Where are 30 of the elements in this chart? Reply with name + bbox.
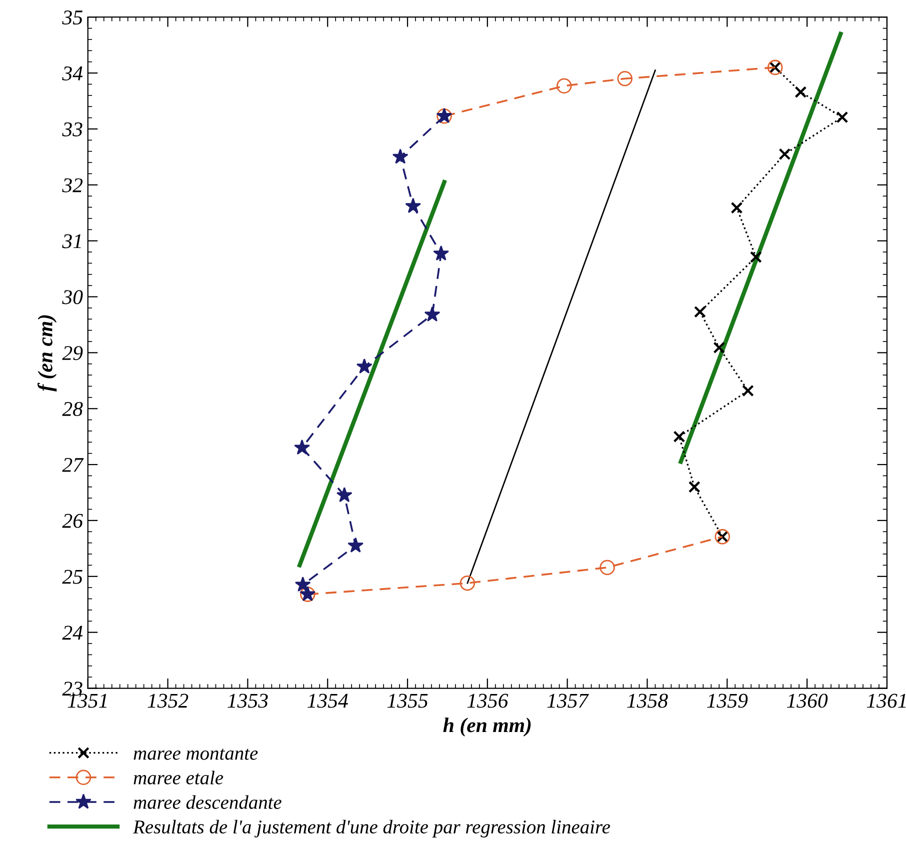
y-axis-title: f (en cm) [38,315,57,392]
y-tick-label: 33 [62,122,82,136]
x-tick-label: 1354 [308,694,348,708]
x-tick-label: 1355 [387,694,428,708]
y-tick-label: 29 [62,346,83,360]
y-tick-label: 31 [62,234,81,248]
y-tick-label: 27 [62,458,84,472]
legend-label: maree montante [134,748,258,760]
y-tick-label: 23 [62,682,82,696]
y-tick-label: 35 [62,10,82,25]
x-tick-label: 1351 [68,694,106,708]
x-axis-title: h (en mm) [443,718,531,736]
legend-label: maree etale [134,770,224,784]
legend-label: Resultats de l'a justement d'une droite par regression lineaire [132,820,610,838]
x-tick-label: 1359 [707,694,748,708]
y-tick-label: 30 [62,290,83,304]
legend-label: maree descendante [134,795,282,809]
y-tick-label: 25 [62,570,82,584]
x-tick-label: 1357 [547,694,589,708]
x-tick-label: 1353 [228,694,268,708]
y-tick-label: 24 [62,626,83,640]
y-tick-label: 26 [62,514,83,528]
x-tick-label: 1356 [467,694,508,708]
y-tick-label: 34 [62,66,83,80]
y-tick-label: 32 [62,178,83,192]
y-tick-label: 28 [62,402,83,416]
x-tick-label: 1361 [866,694,906,708]
x-tick-label: 1352 [148,694,188,708]
x-tick-label: 1360 [786,694,828,708]
x-tick-label: 1358 [627,694,668,708]
